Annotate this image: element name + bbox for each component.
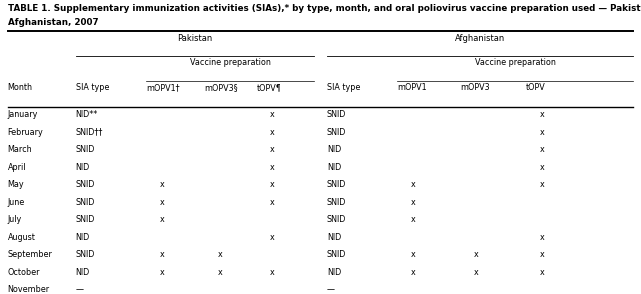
Text: x: x — [411, 250, 416, 259]
Text: SNID: SNID — [327, 110, 346, 119]
Text: x: x — [474, 268, 479, 277]
Text: July: July — [8, 215, 22, 224]
Text: October: October — [8, 268, 40, 277]
Text: NID: NID — [327, 233, 341, 242]
Text: NID: NID — [76, 233, 90, 242]
Text: Vaccine preparation: Vaccine preparation — [475, 58, 556, 67]
Text: March: March — [8, 145, 32, 154]
Text: SNID: SNID — [76, 250, 95, 259]
Text: Month: Month — [8, 83, 33, 92]
Text: x: x — [411, 215, 416, 224]
Text: Afghanistan, 2007: Afghanistan, 2007 — [8, 18, 98, 27]
Text: x: x — [539, 250, 544, 259]
Text: SNID: SNID — [327, 128, 346, 137]
Text: x: x — [539, 233, 544, 242]
Text: Afghanistan: Afghanistan — [455, 34, 505, 43]
Text: x: x — [539, 145, 544, 154]
Text: SNID: SNID — [327, 198, 346, 207]
Text: November: November — [8, 285, 50, 294]
Text: x: x — [411, 198, 416, 207]
Text: x: x — [539, 128, 544, 137]
Text: x: x — [270, 110, 275, 119]
Text: x: x — [160, 180, 165, 189]
Text: x: x — [270, 145, 275, 154]
Text: x: x — [270, 233, 275, 242]
Text: SIA type: SIA type — [327, 83, 360, 92]
Text: x: x — [160, 198, 165, 207]
Text: June: June — [8, 198, 25, 207]
Text: x: x — [539, 163, 544, 172]
Text: January: January — [8, 110, 38, 119]
Text: April: April — [8, 163, 26, 172]
Text: x: x — [539, 268, 544, 277]
Text: NID: NID — [327, 145, 341, 154]
Text: x: x — [270, 128, 275, 137]
Text: x: x — [160, 268, 165, 277]
Text: x: x — [270, 180, 275, 189]
Text: x: x — [539, 110, 544, 119]
Text: NID**: NID** — [76, 110, 98, 119]
Text: NID: NID — [76, 268, 90, 277]
Text: NID: NID — [327, 268, 341, 277]
Text: SNID: SNID — [76, 215, 95, 224]
Text: x: x — [217, 250, 222, 259]
Text: x: x — [160, 250, 165, 259]
Text: February: February — [8, 128, 44, 137]
Text: —: — — [76, 285, 83, 294]
Text: SNID: SNID — [76, 145, 95, 154]
Text: x: x — [411, 268, 416, 277]
Text: SNID: SNID — [327, 180, 346, 189]
Text: SNID††: SNID†† — [76, 128, 103, 137]
Text: —: — — [327, 285, 335, 294]
Text: x: x — [217, 268, 222, 277]
Text: x: x — [270, 163, 275, 172]
Text: SNID: SNID — [76, 180, 95, 189]
Text: mOPV3§: mOPV3§ — [204, 83, 237, 92]
Text: TABLE 1. Supplementary immunization activities (SIAs),* by type, month, and oral: TABLE 1. Supplementary immunization acti… — [8, 4, 641, 14]
Text: SNID: SNID — [327, 215, 346, 224]
Text: mOPV1: mOPV1 — [397, 83, 427, 92]
Text: mOPV1†: mOPV1† — [146, 83, 179, 92]
Text: September: September — [8, 250, 53, 259]
Text: tOPV: tOPV — [526, 83, 545, 92]
Text: May: May — [8, 180, 24, 189]
Text: Pakistan: Pakistan — [178, 34, 212, 43]
Text: Vaccine preparation: Vaccine preparation — [190, 58, 271, 67]
Text: x: x — [270, 268, 275, 277]
Text: x: x — [474, 250, 479, 259]
Text: SNID: SNID — [76, 198, 95, 207]
Text: SIA type: SIA type — [76, 83, 109, 92]
Text: x: x — [539, 180, 544, 189]
Text: x: x — [411, 180, 416, 189]
Text: tOPV¶: tOPV¶ — [256, 83, 281, 92]
Text: August: August — [8, 233, 35, 242]
Text: NID: NID — [76, 163, 90, 172]
Text: NID: NID — [327, 163, 341, 172]
Text: mOPV3: mOPV3 — [460, 83, 490, 92]
Text: SNID: SNID — [327, 250, 346, 259]
Text: x: x — [160, 215, 165, 224]
Text: x: x — [270, 198, 275, 207]
